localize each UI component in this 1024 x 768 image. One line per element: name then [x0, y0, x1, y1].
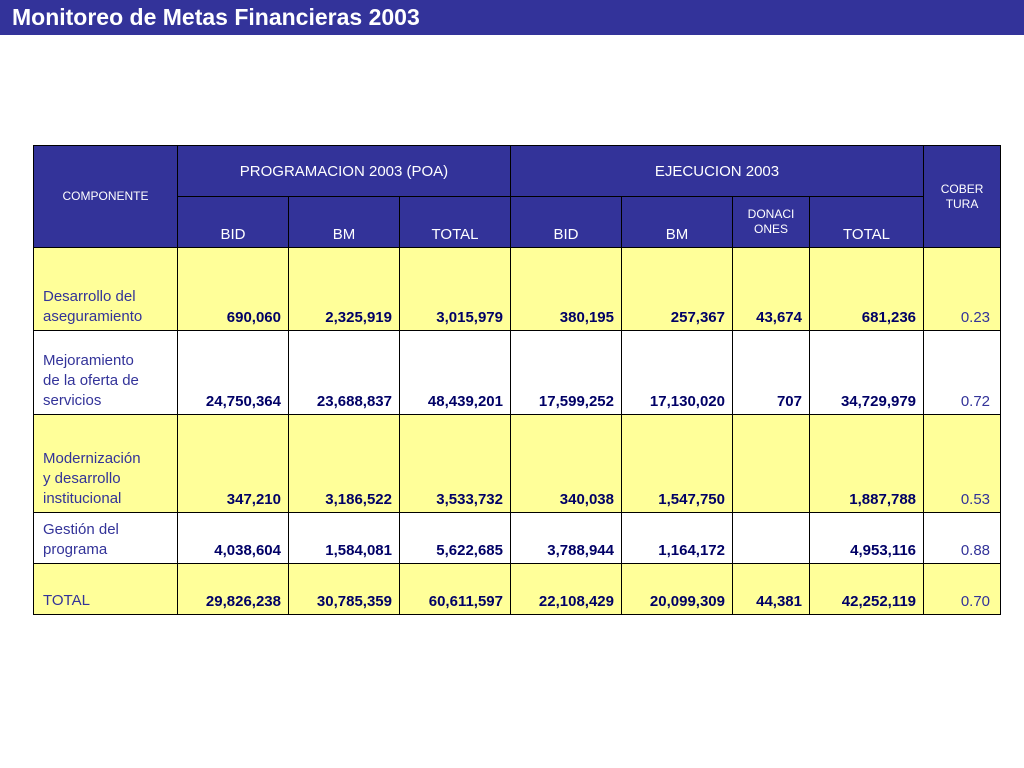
cell-ejec-bm: 1,164,172	[621, 512, 733, 564]
row-label-line: y desarrollo	[43, 470, 121, 487]
cell-prog-bm: 30,785,359	[288, 563, 400, 615]
title-bar: Monitoreo de Metas Financieras 2003	[0, 0, 1024, 35]
cell-prog-total: 3,015,979	[399, 247, 511, 331]
cell-prog-bid: 29,826,238	[177, 563, 289, 615]
financial-goals-table: COMPONENTE PROGRAMACION 2003 (POA) EJECU…	[33, 145, 1002, 615]
cell-prog-bm: 3,186,522	[288, 414, 400, 513]
header-cobertura: COBER TURA	[923, 145, 1002, 248]
header-ejec-bid: BID	[510, 196, 622, 248]
cell-cobertura: 0.88	[923, 512, 1002, 564]
cell-prog-total: 60,611,597	[399, 563, 511, 615]
cell-ejec-donaciones: 43,674	[732, 247, 810, 331]
table-row: Gestión del programa 4,038,604 1,584,081…	[33, 512, 1002, 564]
cell-prog-bid: 690,060	[177, 247, 289, 331]
cell-ejec-donaciones: 707	[732, 330, 810, 415]
table-row: Mejoramiento de la oferta de servicios 2…	[33, 330, 1002, 415]
cell-ejec-bm: 257,367	[621, 247, 733, 331]
header-row-columns: BID BM TOTAL BID BM DONACI ONES TOTAL	[34, 196, 1001, 248]
row-label: Mejoramiento de la oferta de servicios	[33, 330, 178, 415]
cell-ejec-donaciones	[732, 414, 810, 513]
cell-ejec-bid: 22,108,429	[510, 563, 622, 615]
cell-prog-bid: 4,038,604	[177, 512, 289, 564]
cell-ejec-bid: 340,038	[510, 414, 622, 513]
cell-ejec-donaciones: 44,381	[732, 563, 810, 615]
cell-prog-bm: 2,325,919	[288, 247, 400, 331]
row-label: TOTAL	[33, 563, 178, 615]
cell-ejec-donaciones	[732, 512, 810, 564]
row-label-line: TOTAL	[43, 592, 90, 609]
row-label-line: Mejoramiento	[43, 352, 134, 369]
cell-ejec-bid: 380,195	[510, 247, 622, 331]
header-prog-bm: BM	[288, 196, 400, 248]
header-cobertura-line2: TURA	[945, 196, 979, 211]
cell-ejec-bm: 20,099,309	[621, 563, 733, 615]
cell-ejec-bid: 3,788,944	[510, 512, 622, 564]
row-label: Modernización y desarrollo institucional	[33, 414, 178, 513]
row-label-line: aseguramiento	[43, 308, 143, 325]
cell-ejec-bm: 1,547,750	[621, 414, 733, 513]
page-title: Monitoreo de Metas Financieras 2003	[12, 4, 420, 30]
cell-prog-bm: 23,688,837	[288, 330, 400, 415]
header-ejec-donaciones: DONACI ONES	[732, 196, 810, 248]
cell-ejec-bid: 17,599,252	[510, 330, 622, 415]
cell-cobertura: 0.70	[923, 563, 1002, 615]
row-label-line: institucional	[43, 490, 122, 507]
cell-prog-total: 3,533,732	[399, 414, 511, 513]
header-donaciones-line1: DONACI	[747, 207, 795, 221]
header-programacion: PROGRAMACION 2003 (POA)	[177, 145, 511, 197]
cell-prog-total: 5,622,685	[399, 512, 511, 564]
cell-cobertura: 0.72	[923, 330, 1002, 415]
header-row-groups: COMPONENTE PROGRAMACION 2003 (POA) EJECU…	[33, 145, 1002, 248]
table-row-total: TOTAL 29,826,238 30,785,359 60,611,597 2…	[33, 563, 1002, 615]
cell-cobertura: 0.53	[923, 414, 1002, 513]
cell-ejec-bm: 17,130,020	[621, 330, 733, 415]
header-componente: COMPONENTE	[33, 145, 178, 248]
header-donaciones-line2: ONES	[753, 222, 788, 236]
header-prog-bid: BID	[177, 196, 289, 248]
row-label-line: Modernización	[43, 450, 141, 467]
cell-prog-total: 48,439,201	[399, 330, 511, 415]
cell-prog-bid: 24,750,364	[177, 330, 289, 415]
cell-ejec-total: 42,252,119	[808, 563, 925, 615]
cell-cobertura: 0.23	[923, 247, 1002, 331]
row-label-line: Desarrollo del	[43, 288, 136, 305]
header-ejec-bm: BM	[621, 196, 733, 248]
row-label-line: Gestión del	[43, 521, 119, 538]
cell-ejec-total: 681,236	[808, 247, 925, 331]
header-cobertura-line1: COBER	[940, 181, 984, 196]
table-row: Desarrollo del aseguramiento 690,060 2,3…	[33, 247, 1002, 331]
row-label: Desarrollo del aseguramiento	[33, 247, 178, 331]
header-ejec-total: TOTAL	[808, 196, 925, 248]
header-prog-total: TOTAL	[399, 196, 511, 248]
cell-prog-bid: 347,210	[177, 414, 289, 513]
row-label-line: de la oferta de	[43, 372, 139, 389]
cell-ejec-total: 4,953,116	[808, 512, 925, 564]
cell-prog-bm: 1,584,081	[288, 512, 400, 564]
table-row: Modernización y desarrollo institucional…	[33, 414, 1002, 513]
row-label: Gestión del programa	[33, 512, 178, 564]
header-ejecucion: EJECUCION 2003	[509, 145, 925, 197]
cell-ejec-total: 1,887,788	[808, 414, 925, 513]
cell-ejec-total: 34,729,979	[808, 330, 925, 415]
row-label-line: programa	[43, 541, 108, 558]
row-label-line: servicios	[43, 392, 102, 409]
